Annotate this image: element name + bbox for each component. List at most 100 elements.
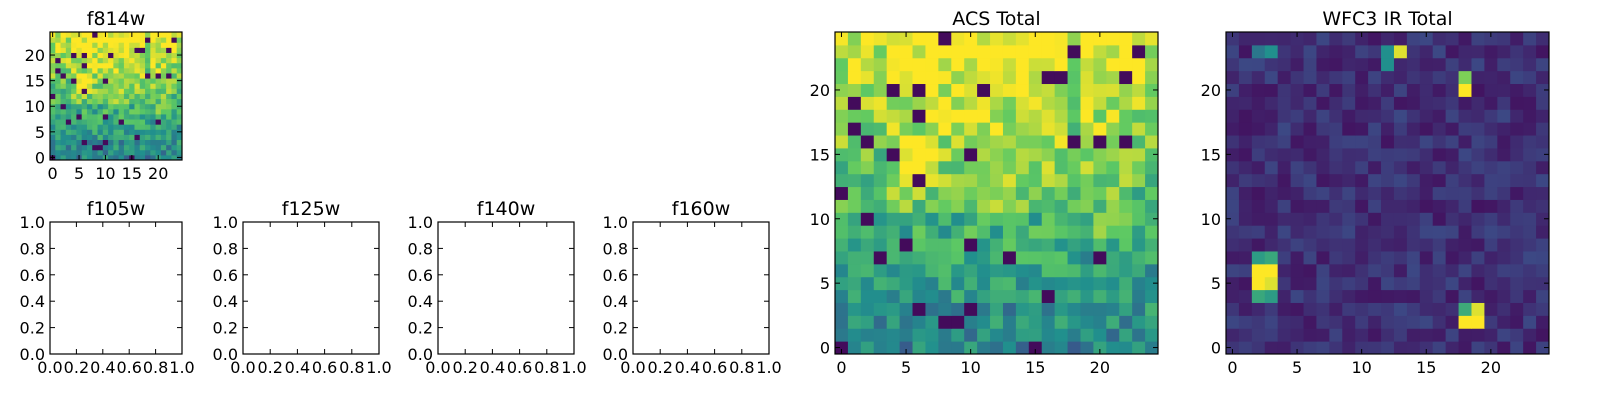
image-cell xyxy=(1316,109,1330,123)
image-cell xyxy=(1251,276,1266,291)
image-cell xyxy=(990,70,1004,85)
x-tick-label: 0 xyxy=(1227,358,1237,377)
image-cell xyxy=(145,52,151,59)
image-cell xyxy=(1093,225,1107,239)
y-tick-label: 0.8 xyxy=(20,239,45,258)
image-cell xyxy=(171,83,178,89)
image-cell xyxy=(1406,109,1421,123)
image-cell xyxy=(97,139,104,146)
image-cell xyxy=(1041,289,1056,303)
image-cell xyxy=(1277,57,1292,72)
image-cell xyxy=(1132,44,1146,59)
image-cell xyxy=(65,108,72,115)
image-cell xyxy=(113,129,120,135)
image-cell xyxy=(847,289,862,303)
y-tick-label: 0.4 xyxy=(213,292,238,311)
image-cell xyxy=(1277,186,1292,200)
image-cell xyxy=(899,263,914,278)
image-cell xyxy=(899,238,914,252)
image-cell xyxy=(113,42,120,48)
image-cell xyxy=(155,88,162,94)
image-cell xyxy=(1041,57,1056,72)
image-cell xyxy=(835,289,849,303)
image-cell xyxy=(912,32,926,46)
image-cell xyxy=(1067,263,1081,278)
image-cell xyxy=(925,263,939,278)
image-cell xyxy=(951,70,965,85)
y-tick-label: 0.6 xyxy=(408,266,433,285)
image-cell xyxy=(1080,83,1094,97)
image-cell xyxy=(1002,302,1017,316)
image-cell xyxy=(1226,341,1240,355)
image-cell xyxy=(1342,122,1356,136)
image-cell xyxy=(118,93,125,100)
image-cell xyxy=(1536,147,1550,162)
image-cell xyxy=(1093,32,1107,46)
image-cell xyxy=(912,57,926,72)
image-cell xyxy=(1355,238,1369,252)
image-cell xyxy=(1028,250,1043,265)
image-cell xyxy=(171,57,178,64)
image-cell xyxy=(1067,96,1081,110)
image-cell xyxy=(134,62,141,69)
image-cell xyxy=(1290,328,1305,342)
panel-title: f125w xyxy=(282,198,341,220)
image-cell xyxy=(1251,122,1266,136)
image-cell xyxy=(1015,160,1030,175)
image-cell xyxy=(65,113,72,120)
image-cell xyxy=(938,341,952,355)
image-cell xyxy=(1290,263,1305,278)
image-cell xyxy=(938,302,952,316)
image-cell xyxy=(50,134,56,141)
image-cell xyxy=(1342,250,1356,265)
image-cell xyxy=(123,139,130,146)
image-cell xyxy=(139,144,146,151)
image-cell xyxy=(1277,147,1292,162)
image-cell xyxy=(71,83,77,89)
image-cell xyxy=(1251,263,1266,278)
image-cell xyxy=(145,119,151,125)
image-cell xyxy=(118,37,125,43)
image-cell xyxy=(71,113,77,120)
image-cell xyxy=(1368,32,1382,46)
image-cell xyxy=(155,144,162,151)
image-cell xyxy=(873,83,888,97)
image-cell xyxy=(835,44,849,59)
image-cell xyxy=(1106,147,1120,162)
image-cell xyxy=(873,263,888,278)
image-cell xyxy=(1290,276,1305,291)
image-cell xyxy=(1080,250,1094,265)
image-cell xyxy=(145,98,151,105)
image-cell xyxy=(1445,57,1460,72)
image-cell xyxy=(1355,44,1369,59)
image-cell xyxy=(1316,225,1330,239)
image-cell xyxy=(1510,32,1524,46)
image-cell xyxy=(1329,225,1343,239)
image-cell xyxy=(1028,70,1043,85)
image-cell xyxy=(951,96,965,110)
image-cell xyxy=(847,212,862,226)
y-tick-label: 1.0 xyxy=(408,213,433,232)
image-cell xyxy=(86,113,93,120)
image-cell xyxy=(139,149,146,156)
image-cell xyxy=(1106,263,1120,278)
image-cell xyxy=(964,276,978,291)
image-cell xyxy=(134,78,141,84)
image-cell xyxy=(912,173,926,188)
image-cell xyxy=(860,289,875,303)
image-cell xyxy=(1342,225,1356,239)
image-cell xyxy=(1132,186,1146,200)
image-cell xyxy=(1145,186,1159,200)
image-cell xyxy=(1002,44,1017,59)
image-cell xyxy=(118,52,125,59)
image-cell xyxy=(113,154,120,161)
image-cell xyxy=(1290,225,1305,239)
image-cell xyxy=(118,72,125,79)
image-cell xyxy=(1419,135,1434,149)
x-tick-label: 0.6 xyxy=(312,358,337,377)
image-cell xyxy=(113,149,120,156)
image-cell xyxy=(1106,44,1120,59)
image-cell xyxy=(102,103,109,110)
image-cell xyxy=(835,147,849,162)
